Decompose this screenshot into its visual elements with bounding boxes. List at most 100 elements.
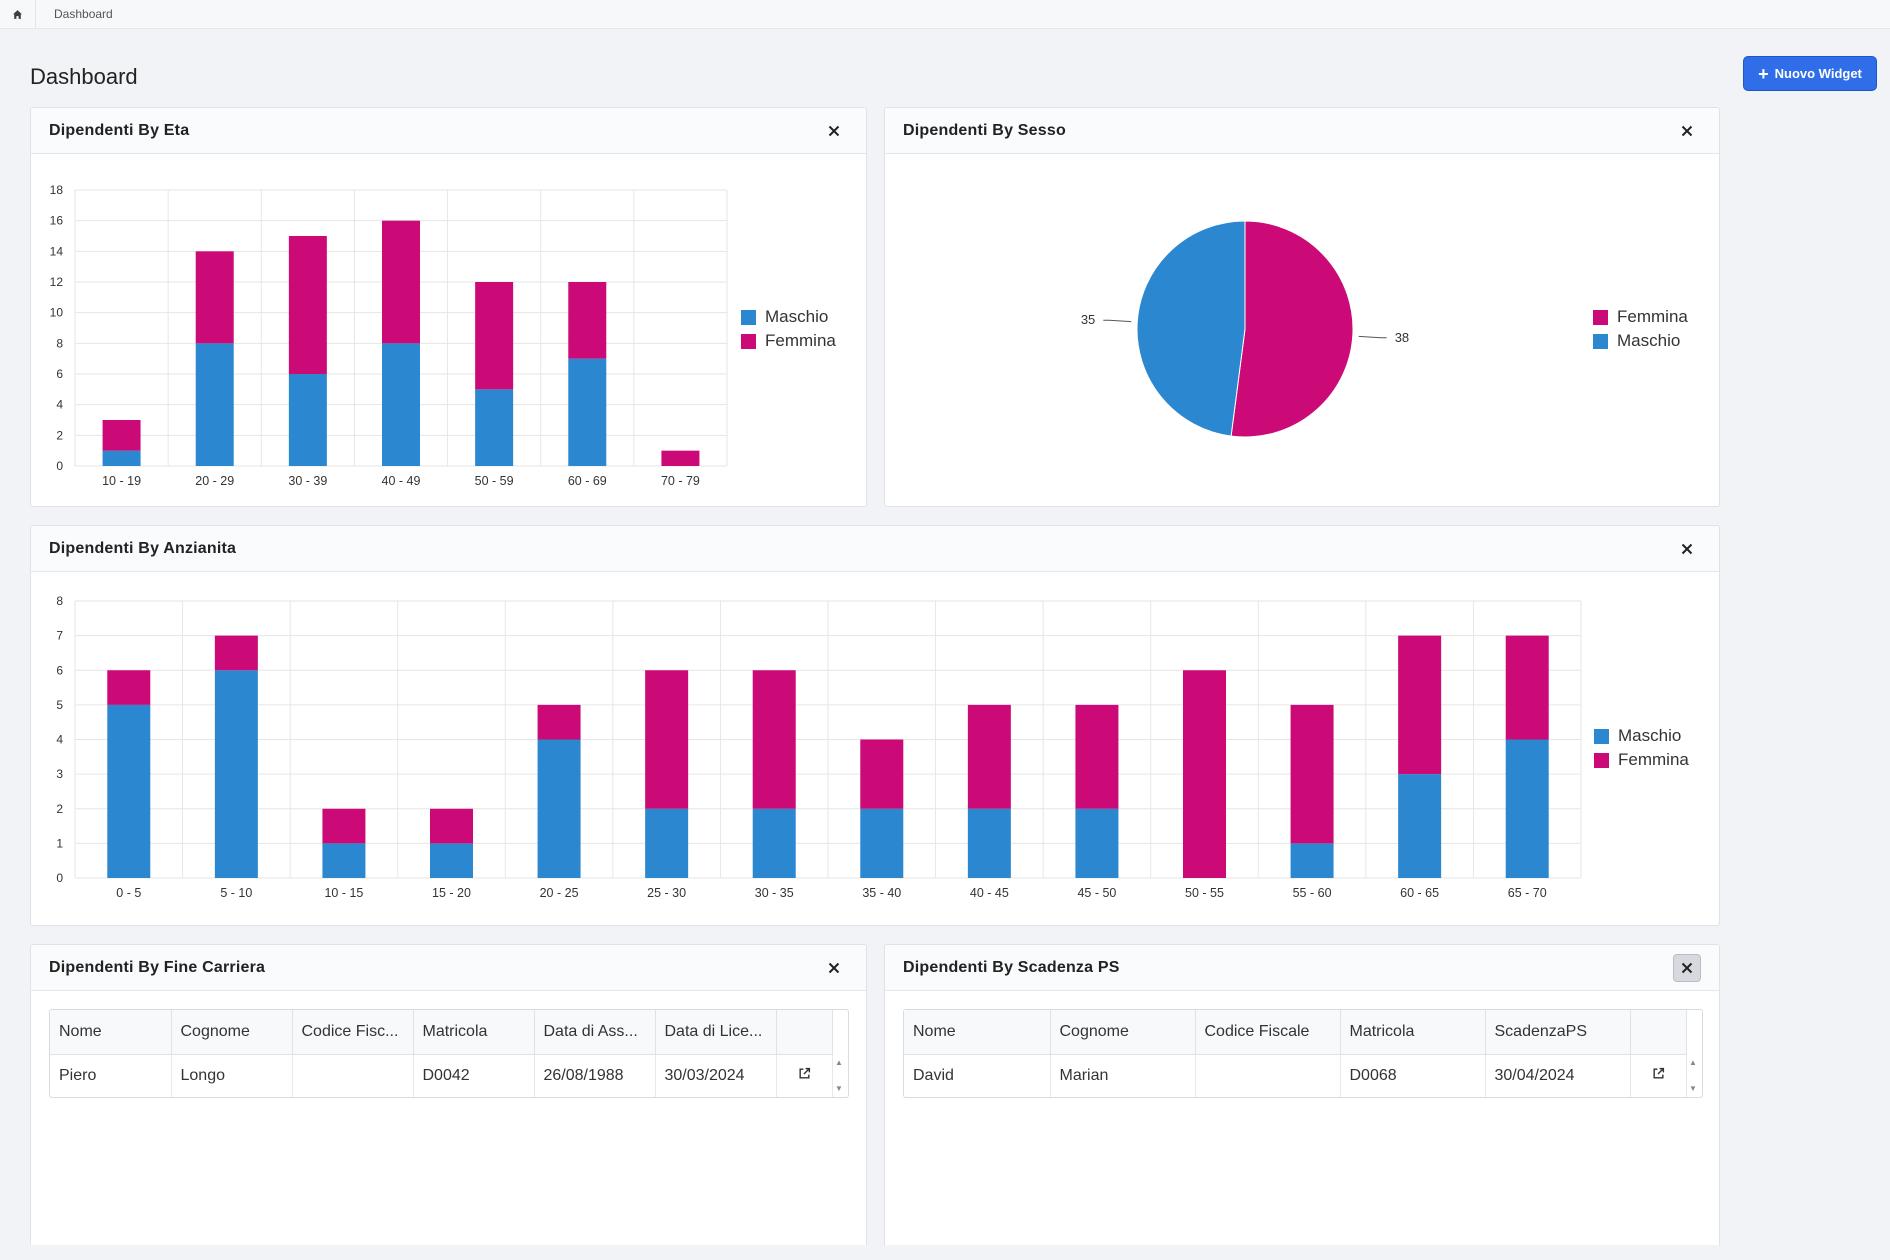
close-widget-button[interactable] bbox=[1673, 535, 1701, 563]
close-icon bbox=[1681, 125, 1693, 136]
scroll-up-icon[interactable]: ▲ bbox=[835, 1058, 843, 1067]
close-widget-button[interactable] bbox=[820, 117, 848, 145]
column-header-cognome[interactable]: Cognome bbox=[1050, 1010, 1196, 1055]
legend-item[interactable]: Femmina bbox=[1593, 305, 1688, 329]
bar-femmina bbox=[537, 704, 581, 740]
bar-maschio bbox=[382, 343, 420, 466]
legend-label: Maschio bbox=[765, 307, 829, 326]
x-tick-label: 5 - 10 bbox=[220, 886, 252, 900]
x-tick-label: 0 - 5 bbox=[116, 886, 141, 900]
breadcrumb: Dashboard bbox=[0, 0, 1890, 29]
cell-nome: Piero bbox=[50, 1054, 172, 1097]
close-widget-button[interactable] bbox=[1673, 117, 1701, 145]
column-header-matricola[interactable]: Matricola bbox=[413, 1010, 535, 1055]
x-tick-label: 15 - 20 bbox=[432, 886, 471, 900]
cell-data-licenziamento: 30/03/2024 bbox=[655, 1054, 777, 1097]
column-header-data-licenziamento[interactable]: Data di Lice... bbox=[655, 1010, 777, 1055]
legend-label: Femmina bbox=[765, 331, 836, 350]
chart-legend: Maschio Femmina bbox=[1594, 724, 1689, 772]
cell-actions bbox=[1630, 1054, 1687, 1097]
y-tick-label: 5 bbox=[56, 698, 63, 712]
chart-legend: Femmina Maschio bbox=[1593, 305, 1688, 353]
legend-label: Maschio bbox=[1618, 726, 1682, 745]
bar-femmina bbox=[752, 670, 796, 809]
page-title: Dashboard bbox=[30, 64, 138, 89]
bar-femmina bbox=[475, 282, 514, 390]
cell-cognome: Marian bbox=[1050, 1054, 1196, 1097]
column-header-nome[interactable]: Nome bbox=[904, 1010, 1051, 1055]
bar-maschio bbox=[430, 843, 473, 878]
bar-maschio bbox=[752, 808, 796, 878]
bar-maschio bbox=[1505, 739, 1549, 878]
scroll-down-icon[interactable]: ▼ bbox=[835, 1084, 843, 1093]
new-widget-button[interactable]: + Nuovo Widget bbox=[1743, 56, 1877, 91]
y-tick-label: 6 bbox=[56, 367, 63, 381]
cell-matricola: D0068 bbox=[1340, 1054, 1486, 1097]
column-header-actions bbox=[776, 1010, 833, 1055]
y-tick-label: 0 bbox=[56, 459, 63, 473]
column-header-scadenza-ps[interactable]: ScadenzaPS bbox=[1485, 1010, 1631, 1055]
x-tick-label: 50 - 55 bbox=[1185, 886, 1224, 900]
bar-maschio bbox=[1290, 843, 1334, 878]
x-tick-label: 50 - 59 bbox=[475, 474, 514, 488]
column-header-cognome[interactable]: Cognome bbox=[171, 1010, 293, 1055]
bar-femmina bbox=[107, 670, 151, 705]
legend-swatch bbox=[1594, 728, 1609, 744]
bar-maschio bbox=[1398, 774, 1442, 878]
y-tick-label: 7 bbox=[56, 629, 63, 643]
x-tick-label: 35 - 40 bbox=[862, 886, 901, 900]
column-header-nome[interactable]: Nome bbox=[50, 1010, 172, 1055]
bar-femmina bbox=[382, 220, 420, 344]
bar-femmina bbox=[661, 450, 700, 466]
chart-sesso: 38 35 bbox=[1081, 220, 1409, 438]
y-tick-label: 3 bbox=[56, 767, 63, 781]
column-header-codice-fiscale[interactable]: Codice Fisc... bbox=[292, 1010, 414, 1055]
plus-icon: + bbox=[1758, 63, 1769, 84]
bar-femmina bbox=[967, 704, 1011, 809]
open-external-icon[interactable] bbox=[798, 1067, 811, 1080]
table-row[interactable]: Piero Longo D0042 26/08/1988 30/03/2024 bbox=[50, 1054, 833, 1097]
cell-actions bbox=[776, 1054, 833, 1097]
y-tick-label: 2 bbox=[56, 802, 63, 816]
chart-anzianita: 0 1 2 3 4 5 6 7 8 0 - 5 5 - 10 10 - 15 15 - 20 20 - 2… bbox=[56, 594, 1582, 900]
cell-codice-fiscale bbox=[1195, 1054, 1341, 1097]
legend-item[interactable]: Maschio bbox=[1593, 329, 1688, 353]
breadcrumb-item-dashboard[interactable]: Dashboard bbox=[54, 7, 113, 21]
bar-femmina bbox=[288, 236, 327, 374]
cell-cognome: Longo bbox=[171, 1054, 293, 1097]
scroll-down-icon[interactable]: ▼ bbox=[1689, 1084, 1697, 1093]
column-header-matricola[interactable]: Matricola bbox=[1340, 1010, 1486, 1055]
close-widget-button[interactable] bbox=[1673, 953, 1701, 982]
legend-item[interactable]: Femmina bbox=[1594, 748, 1689, 772]
legend-item[interactable]: Femmina bbox=[741, 329, 836, 353]
grid-scrollbar[interactable]: ▲ ▼ bbox=[830, 1054, 848, 1097]
legend-swatch bbox=[1594, 752, 1609, 768]
data-grid: Nome Cognome Codice Fisc... Matricola Da… bbox=[49, 1009, 849, 1098]
x-tick-label: 30 - 39 bbox=[288, 474, 327, 488]
close-widget-button[interactable] bbox=[820, 954, 848, 982]
x-tick-label: 70 - 79 bbox=[661, 474, 700, 488]
x-tick-label: 25 - 30 bbox=[647, 886, 686, 900]
bar-femmina bbox=[568, 282, 607, 359]
column-header-data-assunzione[interactable]: Data di Ass... bbox=[534, 1010, 656, 1055]
close-icon bbox=[828, 125, 840, 136]
pie-slice-maschio bbox=[1136, 220, 1246, 437]
y-tick-label: 10 bbox=[50, 306, 64, 320]
footer bbox=[0, 1245, 1890, 1260]
legend-item[interactable]: Maschio bbox=[1594, 724, 1689, 748]
chart-eta: 0 2 4 6 8 10 12 14 16 18 10 - 19 20 - 29 30 - 39 40 -… bbox=[50, 183, 728, 488]
legend-swatch bbox=[1593, 333, 1608, 349]
table-row[interactable]: David Marian D0068 30/04/2024 bbox=[904, 1054, 1687, 1097]
column-header-codice-fiscale[interactable]: Codice Fiscale bbox=[1195, 1010, 1341, 1055]
home-icon[interactable] bbox=[0, 0, 36, 29]
open-external-icon[interactable] bbox=[1652, 1067, 1665, 1080]
widget-header: Dipendenti By Anzianita bbox=[31, 526, 1719, 572]
pie-data-label: 38 bbox=[1395, 330, 1409, 345]
legend-label: Femmina bbox=[1618, 750, 1689, 769]
widget-header: Dipendenti By Eta bbox=[31, 108, 866, 154]
scroll-up-icon[interactable]: ▲ bbox=[1689, 1058, 1697, 1067]
bar-maschio bbox=[214, 670, 258, 878]
cell-scadenza-ps: 30/04/2024 bbox=[1485, 1054, 1631, 1097]
legend-item[interactable]: Maschio bbox=[741, 305, 836, 329]
grid-scrollbar[interactable]: ▲ ▼ bbox=[1684, 1054, 1702, 1097]
